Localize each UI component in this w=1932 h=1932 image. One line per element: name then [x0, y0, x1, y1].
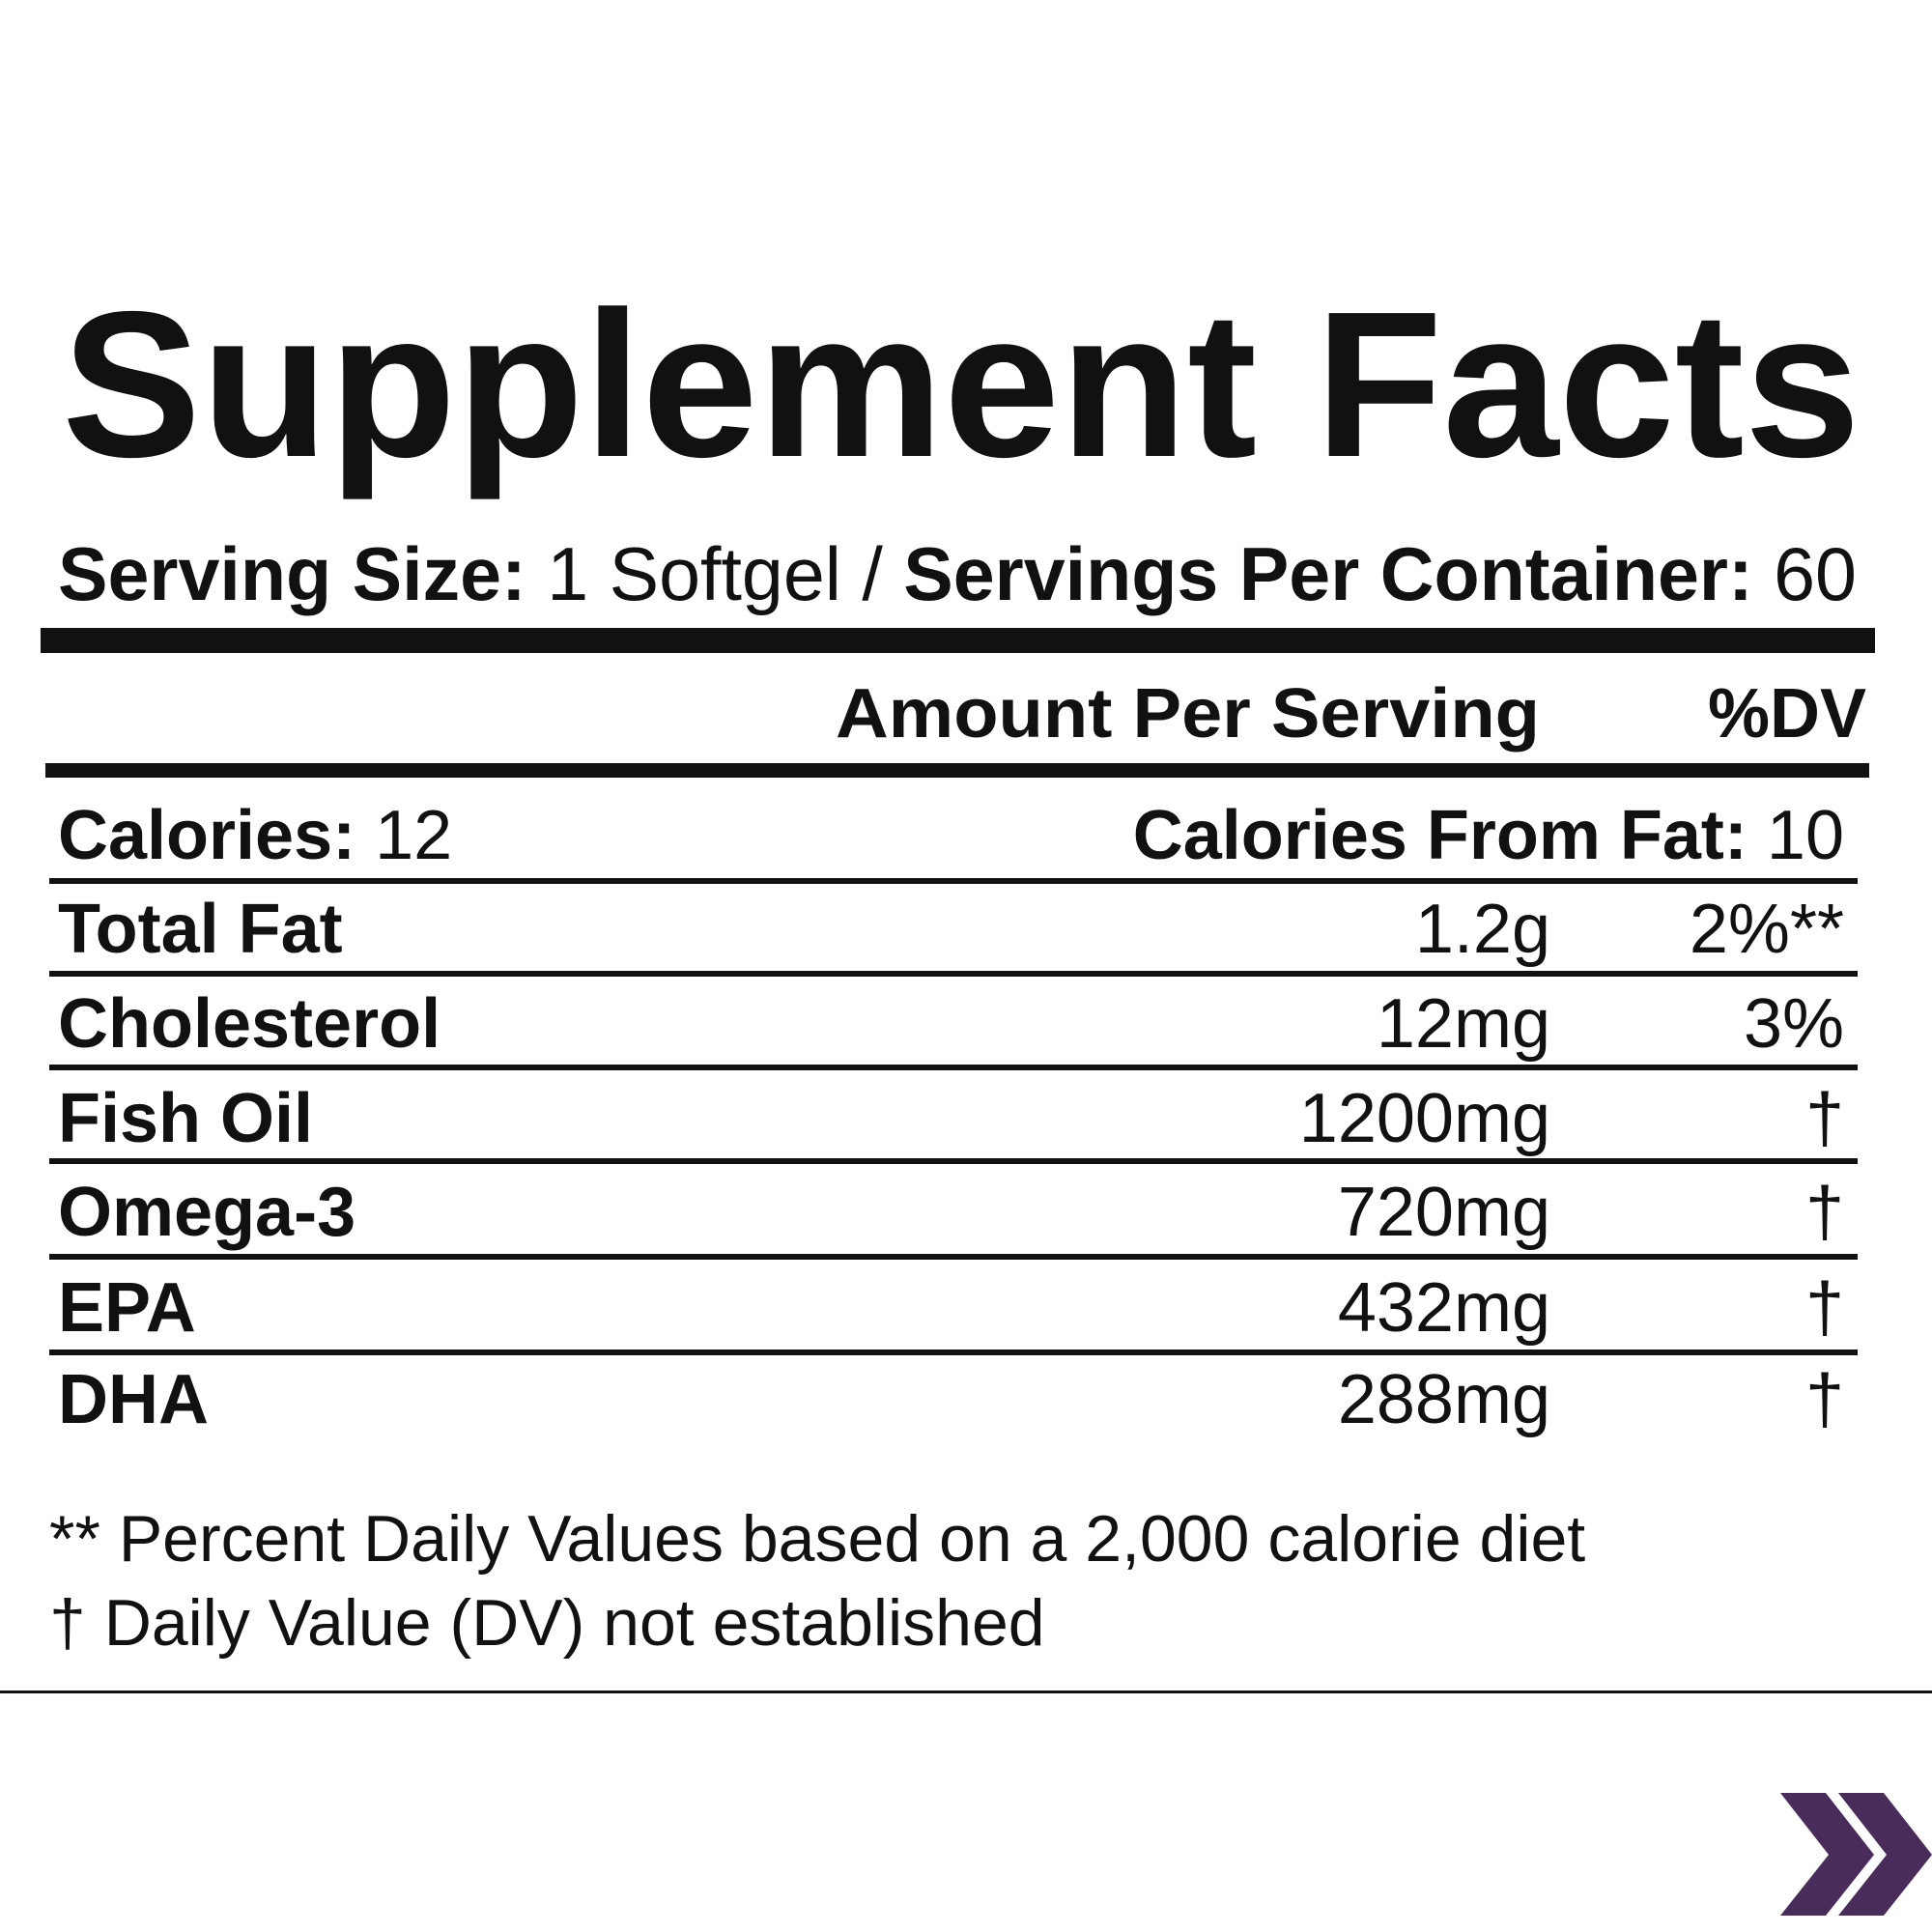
per-container-label: Servings Per Container:: [903, 531, 1752, 616]
header-dv: %DV: [1708, 675, 1866, 753]
per-container: 60: [1774, 531, 1857, 616]
calories: Calories: 12: [58, 797, 452, 874]
row-rule: [49, 878, 1858, 884]
calories-fat: Calories From Fat: 10: [1133, 797, 1844, 874]
row-rule: [49, 1158, 1858, 1164]
calories-label: Calories:: [58, 797, 355, 874]
thick-rule: [41, 628, 1875, 653]
chevron: [1780, 1793, 1874, 1916]
calories-fat-label: Calories From Fat:: [1133, 797, 1747, 874]
footnote: ** Percent Daily Values based on a 2,000…: [49, 1502, 1585, 1576]
calories-fat-value: 10: [1767, 797, 1844, 874]
serving-line: Serving Size: 1 Softgel / Servings Per C…: [58, 531, 1857, 616]
header-amount: Amount Per Serving: [836, 675, 1540, 753]
nutrient-name: Omega-3: [58, 1174, 355, 1251]
amount: 432mg: [1338, 1269, 1550, 1347]
amount: 720mg: [1338, 1174, 1550, 1251]
chevron: [1838, 1793, 1932, 1916]
rule: [45, 763, 1869, 778]
calories-value: 12: [375, 797, 452, 874]
amount: 1200mg: [1299, 1080, 1550, 1157]
daily-value: †: [1805, 1174, 1844, 1251]
daily-value: †: [1805, 1080, 1844, 1157]
nutrient-name: Total Fat: [58, 891, 343, 968]
row-rule: [49, 1350, 1858, 1355]
rows: Total Fat 1.2g 2%** Cholesterol 12mg 3% Fish O…: [49, 878, 1858, 1438]
nutrient-name: Cholesterol: [58, 985, 440, 1063]
daily-value: †: [1805, 1269, 1844, 1347]
title: Supplement Facts: [62, 268, 1861, 500]
row-rule: [49, 1254, 1858, 1260]
nutrient-name: Fish Oil: [58, 1080, 313, 1157]
daily-value: 2%**: [1690, 891, 1844, 968]
separator: /: [862, 531, 883, 616]
amount: 288mg: [1338, 1361, 1550, 1438]
nutrient-name: EPA: [58, 1269, 196, 1347]
serving-size: 1 Softgel: [547, 531, 841, 616]
footnote: † Daily Value (DV) not established: [49, 1586, 1045, 1660]
daily-value: †: [1805, 1361, 1844, 1438]
serving-size-label: Serving Size:: [58, 531, 526, 616]
amount: 1.2g: [1415, 891, 1550, 968]
amount: 12mg: [1377, 985, 1550, 1063]
row-rule: [49, 1065, 1858, 1070]
nutrient-name: DHA: [58, 1361, 209, 1438]
daily-value: 3%: [1744, 985, 1844, 1063]
row-rule: [49, 971, 1858, 977]
divider: [0, 1690, 1932, 1693]
next-arrow[interactable]: [1780, 1793, 1932, 1916]
